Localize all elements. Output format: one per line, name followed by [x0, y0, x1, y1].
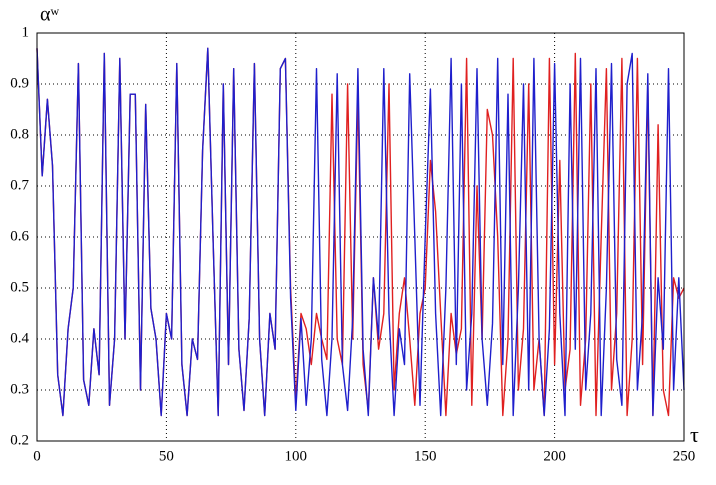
x-axis-label: τ [690, 422, 699, 447]
x-tick-label: 150 [414, 448, 437, 464]
plot-frame [36, 32, 685, 442]
x-tick-label: 250 [673, 448, 696, 464]
y-tick-label: 0.5 [10, 279, 29, 295]
y-tick-label: 0.4 [10, 330, 29, 346]
y-tick-label: 1 [22, 24, 30, 40]
y-tick-label: 0.7 [10, 177, 29, 193]
x-tick-label: 0 [33, 448, 41, 464]
y-tick-label: 0.6 [10, 228, 29, 244]
x-tick-label: 200 [543, 448, 566, 464]
y-tick-label: 0.2 [10, 432, 29, 448]
x-tick-label: 100 [285, 448, 308, 464]
series-line [36, 47, 685, 417]
y-tick-label: 0.9 [10, 75, 29, 91]
y-axis-label: αʷ [40, 4, 59, 26]
y-tick-label: 0.8 [10, 126, 29, 142]
y-tick-label: 0.3 [10, 381, 29, 397]
x-tick-label: 50 [159, 448, 174, 464]
